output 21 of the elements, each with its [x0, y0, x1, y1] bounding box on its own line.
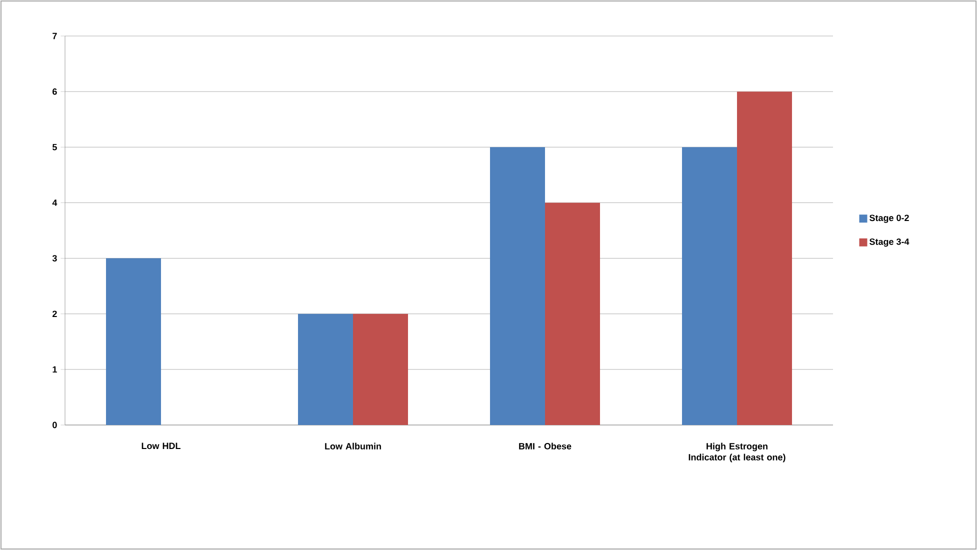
- x-tick-label: Low HDL: [142, 442, 180, 450]
- bar: [682, 147, 738, 425]
- x-tick-label: Low Albumin: [325, 442, 381, 450]
- y-tick-label: 7: [52, 32, 57, 40]
- y-tick-label: 0: [52, 422, 57, 428]
- x-tick-label: BMI - Obese: [519, 442, 572, 450]
- legend-label: Stage 0-2: [870, 214, 909, 223]
- y-tick-label: 3: [52, 255, 57, 262]
- bar: [298, 314, 354, 425]
- y-tick-label: 4: [52, 200, 58, 206]
- bar: [490, 147, 546, 425]
- bar: [545, 202, 600, 425]
- legend-label: Stage 3-4: [870, 238, 910, 247]
- y-tick-label: 6: [52, 88, 57, 95]
- y-tick-label: 2: [52, 310, 57, 317]
- bar: [353, 314, 408, 425]
- y-tick-label: 1: [52, 366, 57, 373]
- bar: [106, 258, 162, 425]
- bar: [737, 92, 792, 425]
- x-tick-label: High Estrogen Indicator (at least one): [688, 442, 786, 462]
- y-tick-label: 5: [52, 144, 57, 150]
